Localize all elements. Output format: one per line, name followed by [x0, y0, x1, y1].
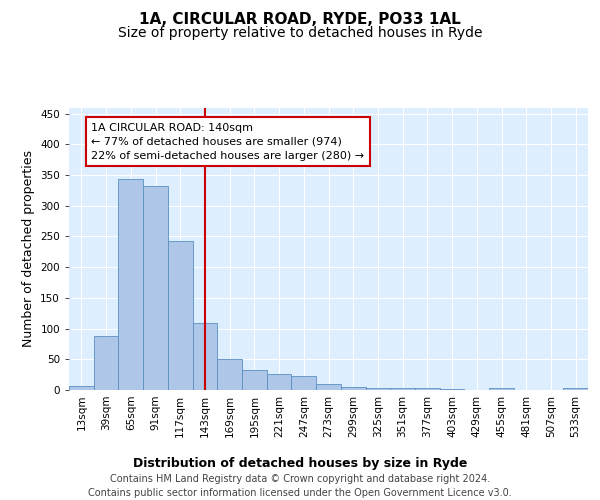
Text: 1A CIRCULAR ROAD: 140sqm
← 77% of detached houses are smaller (974)
22% of semi-: 1A CIRCULAR ROAD: 140sqm ← 77% of detach… — [91, 123, 364, 161]
Bar — [168, 241, 193, 390]
Bar — [489, 388, 514, 390]
Bar — [217, 360, 242, 390]
Text: 1A, CIRCULAR ROAD, RYDE, PO33 1AL: 1A, CIRCULAR ROAD, RYDE, PO33 1AL — [139, 12, 461, 28]
Y-axis label: Number of detached properties: Number of detached properties — [22, 150, 35, 348]
Bar — [242, 370, 267, 390]
Bar — [563, 388, 588, 390]
Bar — [365, 388, 390, 390]
Bar — [415, 388, 440, 390]
Bar — [390, 388, 415, 390]
Text: Size of property relative to detached houses in Ryde: Size of property relative to detached ho… — [118, 26, 482, 40]
Bar — [94, 336, 118, 390]
Bar — [118, 180, 143, 390]
Bar — [267, 374, 292, 390]
Bar — [316, 384, 341, 390]
Bar — [143, 186, 168, 390]
Text: Contains HM Land Registry data © Crown copyright and database right 2024.
Contai: Contains HM Land Registry data © Crown c… — [88, 474, 512, 498]
Bar — [292, 376, 316, 390]
Bar — [69, 386, 94, 390]
Text: Distribution of detached houses by size in Ryde: Distribution of detached houses by size … — [133, 458, 467, 470]
Bar — [341, 387, 365, 390]
Bar — [193, 323, 217, 390]
